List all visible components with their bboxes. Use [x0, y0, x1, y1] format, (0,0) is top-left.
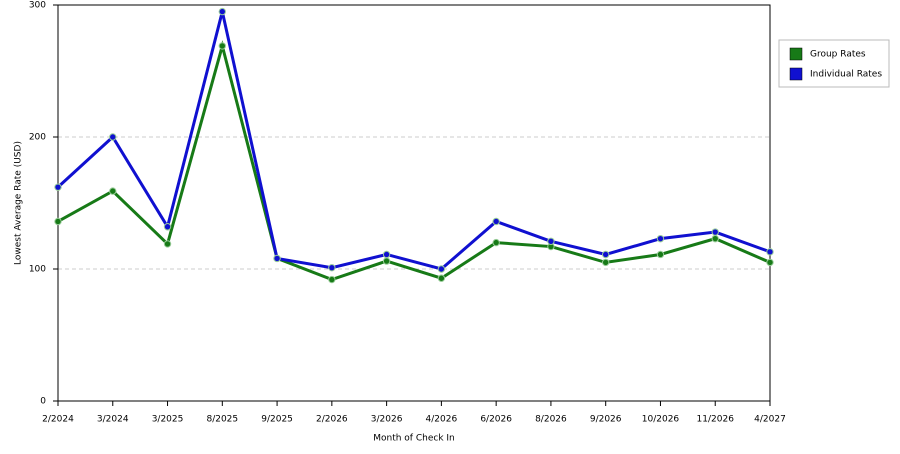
data-point — [656, 234, 665, 243]
data-point — [328, 263, 336, 272]
x-tick-label: 8/2025 — [206, 415, 238, 425]
data-point — [766, 258, 774, 267]
x-tick-label: 8/2026 — [535, 415, 567, 425]
legend-label: Individual Rates — [810, 70, 882, 80]
y-tick-label: 0 — [40, 397, 46, 407]
data-point — [382, 257, 391, 265]
y-axis-label: Lowest Average Rate (USD) — [14, 141, 24, 265]
x-tick-label: 4/2026 — [426, 415, 458, 425]
data-point — [711, 234, 719, 243]
y-tick-label: 300 — [29, 1, 46, 11]
data-point — [437, 274, 446, 282]
y-tick-label: 200 — [29, 133, 46, 143]
x-tick-label: 9/2025 — [261, 415, 293, 425]
x-axis-label: Month of Check In — [373, 434, 455, 444]
series-line — [56, 11, 771, 271]
data-point — [163, 240, 172, 248]
y-tick-label: 100 — [29, 265, 46, 275]
data-point — [437, 265, 446, 273]
data-point — [218, 7, 227, 16]
x-tick-label: 4/2027 — [754, 415, 786, 425]
legend-swatch — [789, 47, 803, 61]
data-point — [273, 254, 281, 263]
x-tick-label: 3/2025 — [152, 415, 184, 425]
data-point — [711, 228, 719, 236]
data-point — [656, 250, 665, 259]
data-point — [109, 187, 117, 195]
x-tick-label: 10/2026 — [642, 415, 680, 425]
x-tick-label: 3/2024 — [97, 415, 129, 425]
data-point — [601, 258, 610, 267]
data-point — [601, 250, 610, 259]
data-point — [328, 275, 336, 284]
legend-label: Group Rates — [810, 50, 866, 60]
data-point — [109, 133, 117, 141]
data-point — [163, 223, 172, 231]
data-point — [218, 42, 227, 50]
data-point — [54, 217, 62, 226]
data-point — [382, 250, 391, 259]
data-point — [492, 217, 500, 226]
x-tick-label: 9/2026 — [590, 415, 622, 425]
data-point — [766, 248, 774, 256]
data-point — [492, 238, 500, 247]
x-tick-label: 2/2026 — [316, 415, 348, 425]
data-point — [54, 183, 62, 191]
legend-swatch — [789, 67, 803, 81]
x-tick-label: 3/2026 — [371, 415, 403, 425]
x-tick-label: 11/2026 — [697, 415, 735, 425]
series-line — [57, 40, 771, 282]
data-point — [547, 237, 555, 245]
x-tick-label: 2/2024 — [42, 415, 74, 425]
plot-frame — [57, 4, 771, 402]
x-tick-label: 6/2026 — [480, 415, 512, 425]
